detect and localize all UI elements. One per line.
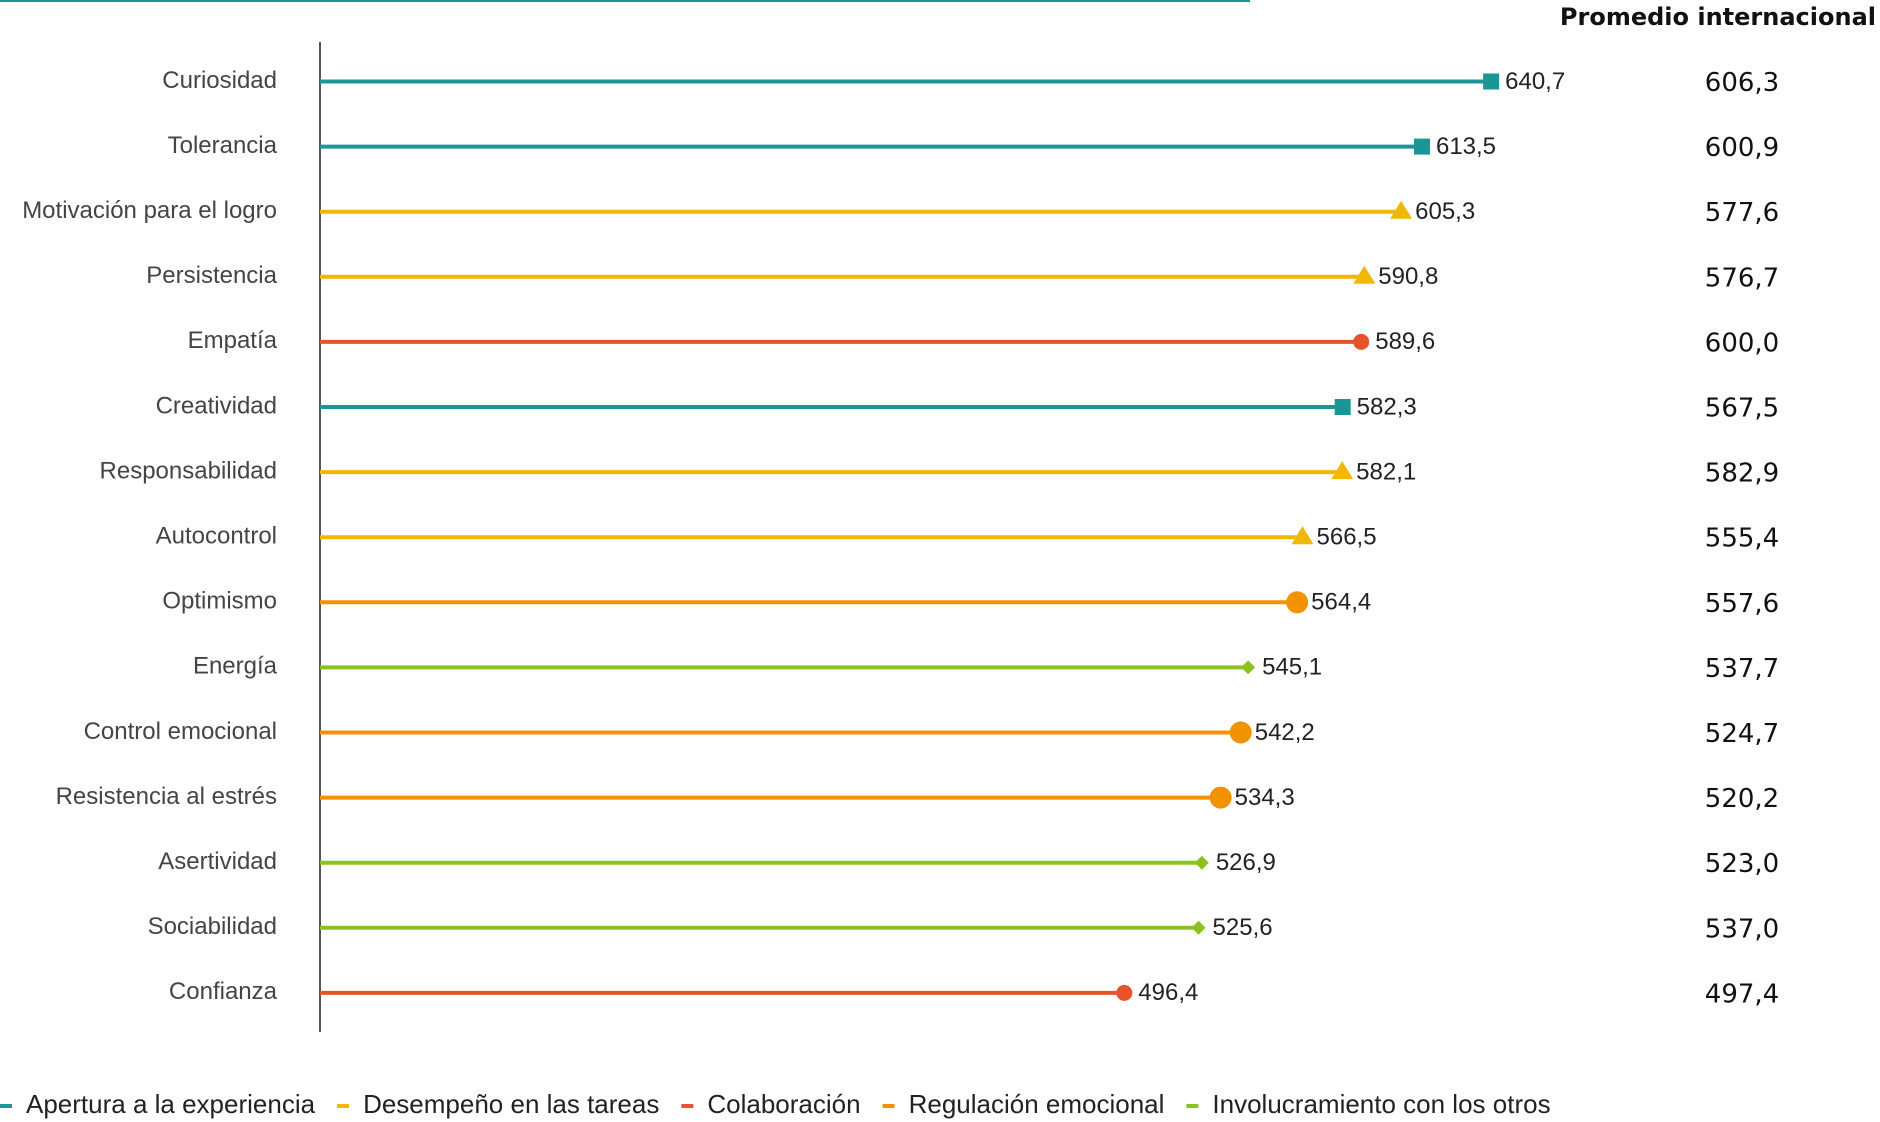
- average-value: 557,6: [1705, 589, 1779, 619]
- average-value: 600,0: [1705, 328, 1779, 358]
- average-value: 523,0: [1705, 849, 1779, 879]
- marker: [1229, 721, 1252, 744]
- value-label: 589,6: [1375, 328, 1435, 355]
- value-label: 564,4: [1311, 589, 1371, 616]
- category-label: Empatía: [188, 327, 278, 354]
- average-value: 555,4: [1705, 524, 1779, 554]
- legend-label: Apertura a la experiencia: [26, 1089, 316, 1119]
- category-label: Resistencia al estrés: [56, 783, 277, 810]
- category-label: Curiosidad: [162, 67, 277, 94]
- marker: [1241, 660, 1256, 675]
- average-value: 600,9: [1705, 133, 1779, 163]
- category-label: Responsabilidad: [100, 457, 277, 484]
- marker: [1209, 786, 1232, 809]
- category-label: Persistencia: [146, 262, 277, 289]
- value-label: 582,3: [1357, 393, 1417, 420]
- category-label: Asertividad: [158, 848, 277, 875]
- marker: [1116, 984, 1133, 1001]
- average-title: Promedio internacional: [1560, 3, 1876, 31]
- category-label: Sociabilidad: [148, 913, 277, 940]
- category-label: Motivación para el logro: [22, 197, 277, 224]
- value-label: 590,8: [1378, 263, 1438, 290]
- category-label: Control emocional: [84, 718, 277, 745]
- marker: [1483, 73, 1500, 90]
- marker: [1194, 855, 1209, 870]
- legend-label: Regulación emocional: [909, 1089, 1165, 1119]
- marker: [1353, 265, 1376, 284]
- legend-label: Involucramiento con los otros: [1212, 1089, 1550, 1119]
- category-label: Autocontrol: [156, 523, 277, 550]
- value-label: 582,1: [1356, 458, 1416, 485]
- value-label: 613,5: [1436, 133, 1496, 160]
- marker: [1291, 526, 1314, 545]
- value-label: 526,9: [1216, 849, 1276, 876]
- marker: [1334, 399, 1351, 415]
- category-label: Optimismo: [162, 588, 277, 615]
- average-value: 606,3: [1705, 68, 1779, 98]
- average-value: 497,4: [1705, 979, 1779, 1009]
- average-value: 537,0: [1705, 914, 1779, 944]
- category-label: Energía: [193, 653, 278, 680]
- value-label: 640,7: [1505, 68, 1565, 95]
- value-label: 545,1: [1262, 654, 1322, 681]
- value-label: 496,4: [1138, 979, 1198, 1006]
- average-value: 537,7: [1705, 654, 1779, 684]
- marker: [1191, 920, 1206, 935]
- value-label: 542,2: [1255, 719, 1315, 746]
- value-label: 605,3: [1415, 198, 1475, 225]
- marker: [1390, 200, 1413, 219]
- category-label: Tolerancia: [168, 132, 278, 159]
- marker: [1413, 138, 1430, 155]
- legend-label: Colaboración: [707, 1089, 860, 1119]
- average-value: 567,5: [1705, 394, 1779, 424]
- value-label: 566,5: [1317, 524, 1377, 551]
- category-label: Confianza: [169, 978, 278, 1005]
- value-label: 525,6: [1213, 914, 1273, 941]
- value-label: 534,3: [1235, 784, 1295, 811]
- legend-label: Desempeño en las tareas: [363, 1089, 659, 1119]
- average-value: 520,2: [1705, 784, 1779, 814]
- marker: [1353, 333, 1370, 350]
- average-value: 577,6: [1705, 198, 1779, 228]
- average-value: 576,7: [1705, 263, 1779, 293]
- category-label: Creatividad: [156, 392, 277, 419]
- marker: [1331, 461, 1354, 480]
- marker: [1286, 591, 1309, 614]
- average-value: 524,7: [1705, 719, 1779, 749]
- average-value: 582,9: [1705, 459, 1779, 489]
